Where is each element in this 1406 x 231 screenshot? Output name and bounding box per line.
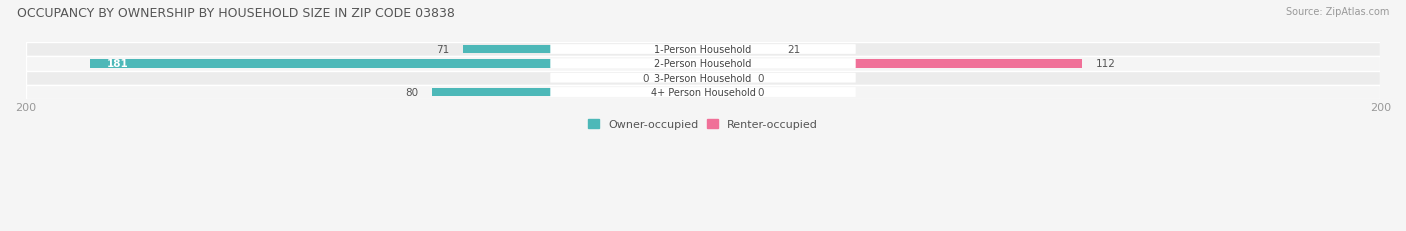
Bar bbox=[703, 60, 1083, 68]
Text: 0: 0 bbox=[758, 73, 763, 83]
Bar bbox=[703, 74, 744, 82]
Text: 2-Person Household: 2-Person Household bbox=[654, 59, 752, 69]
Text: 4+ Person Household: 4+ Person Household bbox=[651, 88, 755, 98]
Bar bbox=[463, 46, 703, 54]
Text: 181: 181 bbox=[107, 59, 128, 69]
Text: OCCUPANCY BY OWNERSHIP BY HOUSEHOLD SIZE IN ZIP CODE 03838: OCCUPANCY BY OWNERSHIP BY HOUSEHOLD SIZE… bbox=[17, 7, 454, 20]
Bar bbox=[90, 60, 703, 68]
Text: 0: 0 bbox=[758, 88, 763, 98]
Text: 21: 21 bbox=[787, 45, 801, 55]
Text: 1-Person Household: 1-Person Household bbox=[654, 45, 752, 55]
Legend: Owner-occupied, Renter-occupied: Owner-occupied, Renter-occupied bbox=[588, 120, 818, 130]
Bar bbox=[25, 71, 1381, 85]
FancyBboxPatch shape bbox=[550, 59, 856, 69]
Bar bbox=[25, 57, 1381, 71]
Bar bbox=[432, 88, 703, 97]
Bar bbox=[25, 85, 1381, 100]
Bar bbox=[25, 43, 1381, 57]
FancyBboxPatch shape bbox=[550, 73, 856, 83]
Text: Source: ZipAtlas.com: Source: ZipAtlas.com bbox=[1285, 7, 1389, 17]
FancyBboxPatch shape bbox=[550, 45, 856, 55]
FancyBboxPatch shape bbox=[550, 88, 856, 97]
Text: 0: 0 bbox=[643, 73, 648, 83]
Bar bbox=[703, 46, 775, 54]
Text: 112: 112 bbox=[1095, 59, 1116, 69]
Text: 71: 71 bbox=[436, 45, 449, 55]
Bar bbox=[662, 74, 703, 82]
Text: 80: 80 bbox=[405, 88, 419, 98]
Bar bbox=[703, 88, 744, 97]
Text: 3-Person Household: 3-Person Household bbox=[654, 73, 752, 83]
